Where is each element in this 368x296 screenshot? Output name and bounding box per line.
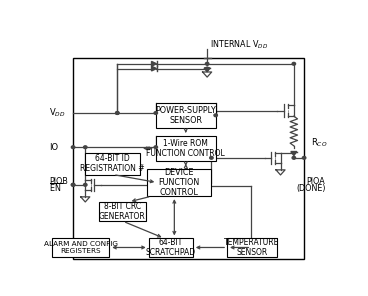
Text: 8-BIT CRC
GENERATOR: 8-BIT CRC GENERATOR [99, 202, 146, 221]
Circle shape [292, 62, 296, 65]
FancyBboxPatch shape [99, 202, 146, 221]
Text: PIOA: PIOA [307, 177, 325, 186]
Circle shape [116, 112, 119, 114]
Text: TEMPERATURE
SENSOR: TEMPERATURE SENSOR [224, 238, 280, 257]
Circle shape [210, 157, 213, 159]
Text: 64-BIT
SCRATCHPAD: 64-BIT SCRATCHPAD [146, 238, 196, 257]
FancyBboxPatch shape [147, 169, 211, 196]
Text: POWER-SUPPLY
SENSOR: POWER-SUPPLY SENSOR [155, 106, 216, 125]
Circle shape [84, 146, 87, 149]
Text: V$_{DD}$: V$_{DD}$ [49, 107, 66, 119]
Text: (DONE): (DONE) [296, 184, 325, 193]
Circle shape [116, 112, 119, 114]
Circle shape [154, 112, 158, 114]
Polygon shape [204, 68, 210, 72]
Text: INTERNAL V$_{DD}$: INTERNAL V$_{DD}$ [210, 38, 268, 51]
Polygon shape [291, 152, 297, 155]
Polygon shape [152, 66, 156, 71]
FancyBboxPatch shape [85, 153, 140, 175]
Text: IO: IO [49, 143, 58, 152]
Circle shape [154, 146, 158, 149]
Text: 1-Wire ROM
FUNCTION CONTROL: 1-Wire ROM FUNCTION CONTROL [146, 139, 225, 158]
Circle shape [214, 114, 217, 117]
Circle shape [71, 184, 75, 186]
Text: R$_{CO}$: R$_{CO}$ [311, 136, 328, 149]
Text: 64-BIT ID
REGISTRATION #: 64-BIT ID REGISTRATION # [80, 154, 145, 173]
Text: $\overline{\mathrm{EN}}$: $\overline{\mathrm{EN}}$ [49, 182, 62, 194]
Circle shape [292, 157, 296, 159]
Circle shape [302, 157, 306, 159]
Text: PIOB: PIOB [49, 177, 68, 186]
Circle shape [205, 67, 209, 70]
Circle shape [84, 184, 87, 186]
FancyBboxPatch shape [52, 238, 109, 257]
Text: ALARM AND CONFIG
REGISTERS: ALARM AND CONFIG REGISTERS [44, 241, 118, 254]
FancyBboxPatch shape [227, 238, 277, 257]
Circle shape [71, 146, 75, 149]
Text: DEVICE
FUNCTION
CONTROL: DEVICE FUNCTION CONTROL [159, 168, 200, 197]
Polygon shape [152, 61, 156, 66]
FancyBboxPatch shape [149, 238, 193, 257]
Circle shape [71, 184, 75, 186]
Circle shape [205, 62, 209, 65]
FancyBboxPatch shape [156, 136, 216, 161]
FancyBboxPatch shape [156, 103, 216, 128]
